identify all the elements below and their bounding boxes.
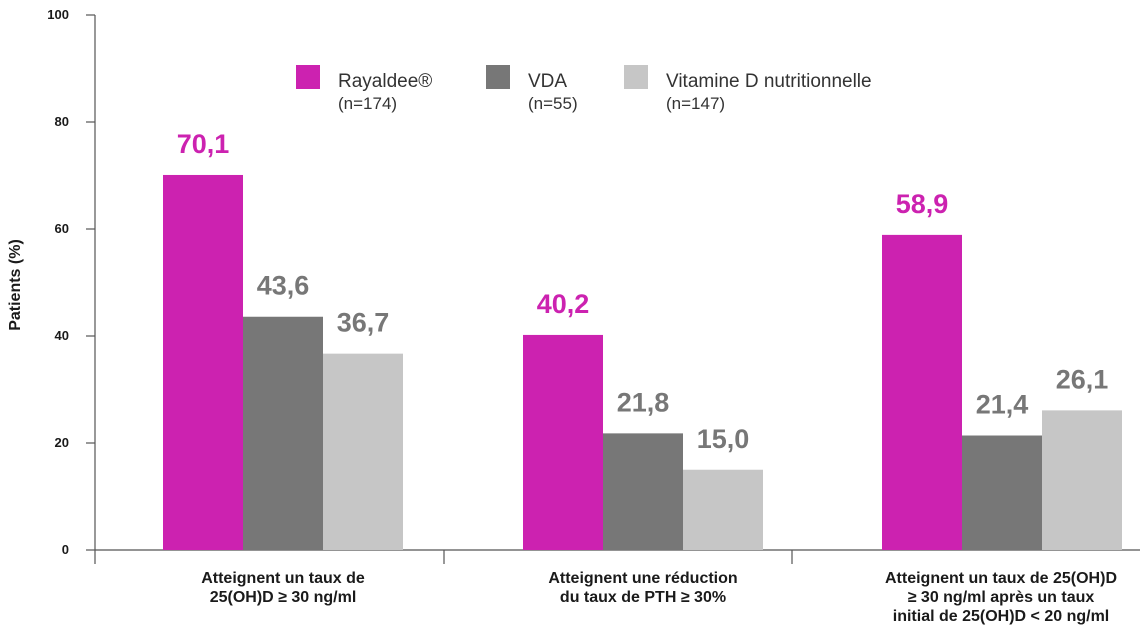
y-tick-label: 0 (62, 542, 69, 557)
legend-series-count: (n=174) (338, 94, 397, 113)
legend-series-name: VDA (528, 71, 567, 92)
x-axis (95, 549, 1140, 564)
category-label-line: Atteignent une réduction (548, 570, 737, 587)
data-label: 58,9 (896, 189, 949, 219)
y-tick-label: 20 (55, 435, 69, 450)
bar-vda-3 (962, 435, 1042, 550)
bar-vda-2 (603, 433, 683, 550)
category-label-line: du taux de PTH ≥ 30% (560, 589, 726, 606)
data-label: 43,6 (257, 271, 310, 301)
legend-series-name: Rayaldee® (338, 71, 432, 92)
legend-swatch (486, 65, 510, 89)
y-tick-label: 60 (55, 221, 69, 236)
bar-vitamine-d-3 (1042, 410, 1122, 550)
bar-rayaldee-2 (523, 334, 603, 550)
data-label: 21,4 (976, 390, 1029, 420)
category-label-line: Atteignent un taux de 25(OH)D (885, 570, 1117, 587)
bar-rayaldee-1 (163, 174, 243, 550)
bar-vitamine-d-2 (683, 469, 763, 550)
legend-swatch (624, 65, 648, 89)
data-label: 36,7 (337, 308, 390, 338)
data-label: 26,1 (1056, 364, 1109, 394)
legend-swatch (296, 65, 320, 89)
legend: Rayaldee® (n=174) VDA (n=55) Vitamine D nutr… (296, 65, 872, 113)
bar-rayaldee-3 (882, 234, 962, 550)
category-label-line: initial de 25(OH)D < 20 ng/ml (893, 608, 1110, 625)
y-tick-label: 100 (47, 7, 69, 22)
data-label: 21,8 (617, 387, 670, 417)
y-axis-label: Patients (%) (7, 239, 24, 331)
legend-series-name: Vitamine D nutritionnelle (666, 71, 872, 92)
category-label: Atteignent une réduction du taux de PTH ≥… (548, 570, 737, 606)
y-tick-label: 80 (55, 114, 69, 129)
category-label-line: ≥ 30 ng/ml après un taux (908, 589, 1095, 606)
data-label: 15,0 (697, 424, 750, 454)
y-axis: 0 20 40 60 80 100 (47, 7, 96, 564)
data-labels: 70,1 40,2 58,9 43,6 21,8 21,4 36,7 15,0 26,1 (177, 129, 1109, 454)
category-label: Atteignent un taux de 25(OH)D ≥ 30 ng/ml … (885, 570, 1117, 625)
bars (163, 174, 1122, 550)
category-label-line: 25(OH)D ≥ 30 ng/ml (210, 589, 357, 606)
legend-series-count: (n=147) (666, 94, 725, 113)
bar-vda-1 (243, 316, 323, 550)
category-labels: Atteignent un taux de 25(OH)D ≥ 30 ng/mlA… (201, 570, 1117, 625)
data-label: 70,1 (177, 129, 230, 159)
category-label: Atteignent un taux de 25(OH)D ≥ 30 ng/ml (201, 570, 365, 606)
category-label-line: Atteignent un taux de (201, 570, 365, 587)
data-label: 40,2 (537, 289, 590, 319)
legend-series-count: (n=55) (528, 94, 578, 113)
bar-vitamine-d-1 (323, 353, 403, 550)
y-tick-label: 40 (55, 328, 69, 343)
